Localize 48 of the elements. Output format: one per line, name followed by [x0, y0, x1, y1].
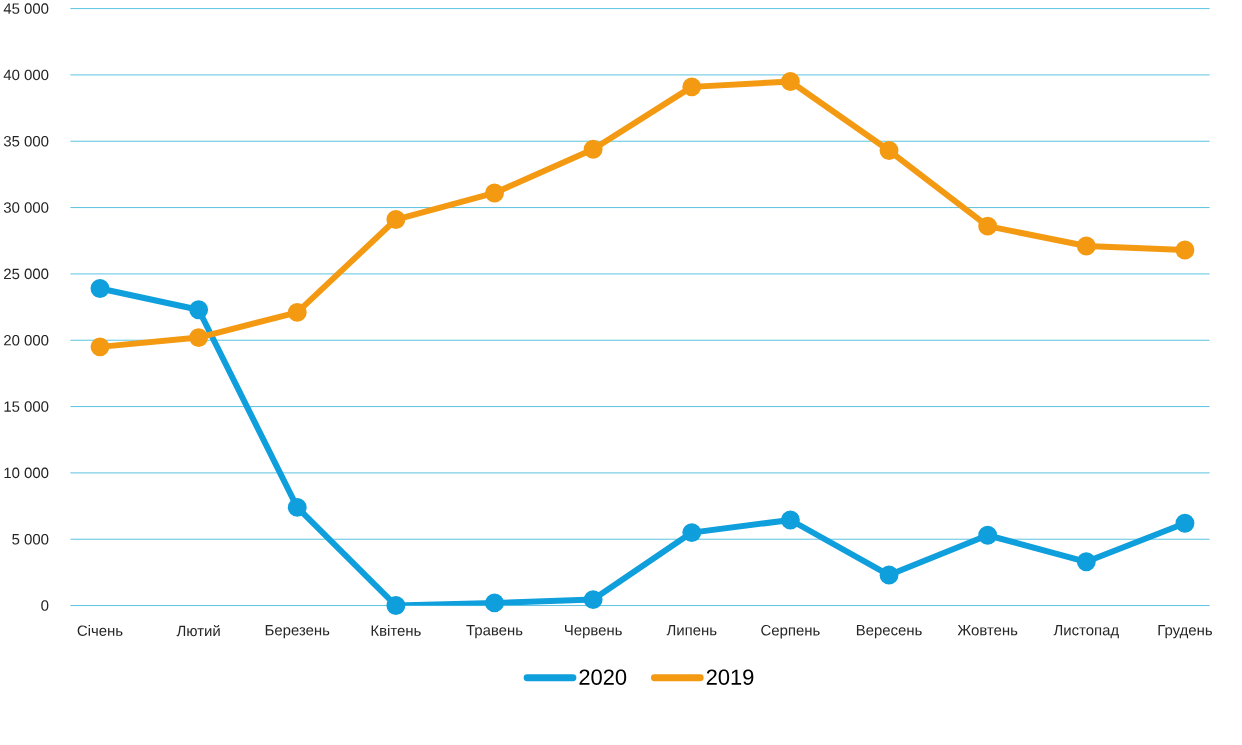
x-tick-label: Травень [466, 625, 523, 639]
y-tick-label: 40 000 [3, 69, 49, 81]
x-tick-label: Червень [565, 625, 622, 639]
point [1175, 240, 1195, 260]
legend-label: 2020 [579, 669, 627, 686]
y-tick-label: 30 000 [3, 202, 49, 213]
x-tick-label: Квітень [371, 625, 421, 637]
point [1175, 513, 1195, 533]
point [780, 72, 800, 92]
y-tick-label: 20 000 [4, 335, 49, 346]
y-tick-label: 45 000 [3, 3, 49, 14]
point [879, 565, 899, 585]
point [90, 337, 110, 357]
point [1076, 552, 1096, 572]
x-tick-label: Липень [666, 625, 717, 636]
y-tick-label: 25 000 [4, 268, 49, 280]
point [90, 279, 110, 299]
x-tick-label: Серпень [761, 625, 820, 639]
point [978, 216, 998, 236]
legend-label: 2019 [706, 669, 754, 686]
y-tick-label: 5 000 [12, 534, 49, 545]
point [386, 210, 406, 230]
x-tick-label: Листопад [1053, 625, 1119, 639]
point [386, 596, 406, 616]
point [287, 303, 307, 322]
y-tick-label: 35 000 [3, 136, 49, 147]
point [682, 77, 702, 97]
point [485, 593, 504, 613]
point [583, 139, 603, 159]
y-tick-label: 10 000 [4, 467, 49, 479]
point [978, 525, 998, 545]
y-tick-label: 15 000 [4, 401, 49, 412]
x-tick-label: Вересень [856, 625, 922, 639]
y-tick-label: 0 [41, 600, 49, 611]
point [780, 510, 800, 530]
x-tick-label: Січень [77, 625, 123, 637]
x-tick-label: Березень [265, 625, 330, 639]
point [189, 328, 209, 348]
point [287, 498, 307, 517]
x-tick-label: Жовтень [957, 625, 1018, 636]
point [879, 141, 899, 161]
point [485, 183, 504, 203]
point [189, 300, 209, 320]
x-tick-label: Лютий [176, 625, 220, 637]
point [682, 523, 702, 543]
point [583, 590, 603, 610]
x-tick-label: Грудень [1158, 625, 1213, 639]
point [1076, 236, 1096, 256]
